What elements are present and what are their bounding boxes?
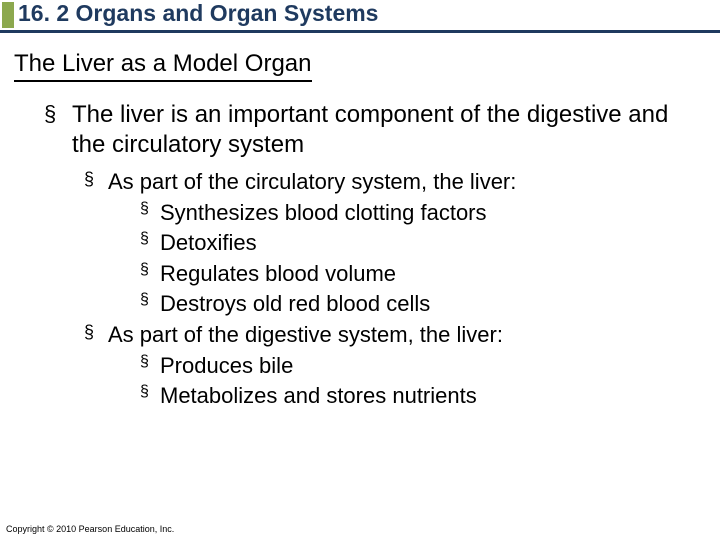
bullet-level3: § Synthesizes blood clotting factors: [140, 199, 684, 228]
bullet-level3: § Regulates blood volume: [140, 260, 684, 289]
bullet-text: Produces bile: [160, 352, 293, 381]
bullet-text: As part of the digestive system, the liv…: [108, 321, 503, 350]
bullet-text: Detoxifies: [160, 229, 257, 258]
bullet-level3: § Produces bile: [140, 352, 684, 381]
bullet-marker-icon: §: [140, 352, 160, 381]
header-rule: [0, 30, 720, 33]
bullet-text: Synthesizes blood clotting factors: [160, 199, 487, 228]
bullet-level3: § Detoxifies: [140, 229, 684, 258]
bullet-marker-icon: §: [84, 321, 108, 350]
slide-subtitle: The Liver as a Model Organ: [14, 50, 311, 78]
bullet-text: Metabolizes and stores nutrients: [160, 382, 477, 411]
bullet-marker-icon: §: [140, 229, 160, 258]
bullet-marker-icon: §: [140, 199, 160, 228]
bullet-marker-icon: §: [140, 290, 160, 319]
bullet-level1: § The liver is an important component of…: [44, 100, 684, 160]
bullet-marker-icon: §: [140, 260, 160, 289]
bullet-level3: § Metabolizes and stores nutrients: [140, 382, 684, 411]
bullet-text: Regulates blood volume: [160, 260, 396, 289]
bullet-text: Destroys old red blood cells: [160, 290, 430, 319]
bullet-text: As part of the circulatory system, the l…: [108, 168, 516, 197]
content-area: § The liver is an important component of…: [44, 100, 684, 413]
bullet-marker-icon: §: [84, 168, 108, 197]
bullet-level3: § Destroys old red blood cells: [140, 290, 684, 319]
copyright-text: Copyright © 2010 Pearson Education, Inc.: [6, 524, 174, 534]
subtitle-underline: [14, 80, 312, 82]
bullet-marker-icon: §: [140, 382, 160, 411]
bullet-level2: § As part of the circulatory system, the…: [84, 168, 684, 197]
section-title: 16. 2 Organs and Organ Systems: [18, 0, 378, 27]
bullet-level2: § As part of the digestive system, the l…: [84, 321, 684, 350]
header-accent-block: [2, 2, 14, 28]
bullet-text: The liver is an important component of t…: [72, 100, 684, 160]
bullet-marker-icon: §: [44, 100, 72, 160]
